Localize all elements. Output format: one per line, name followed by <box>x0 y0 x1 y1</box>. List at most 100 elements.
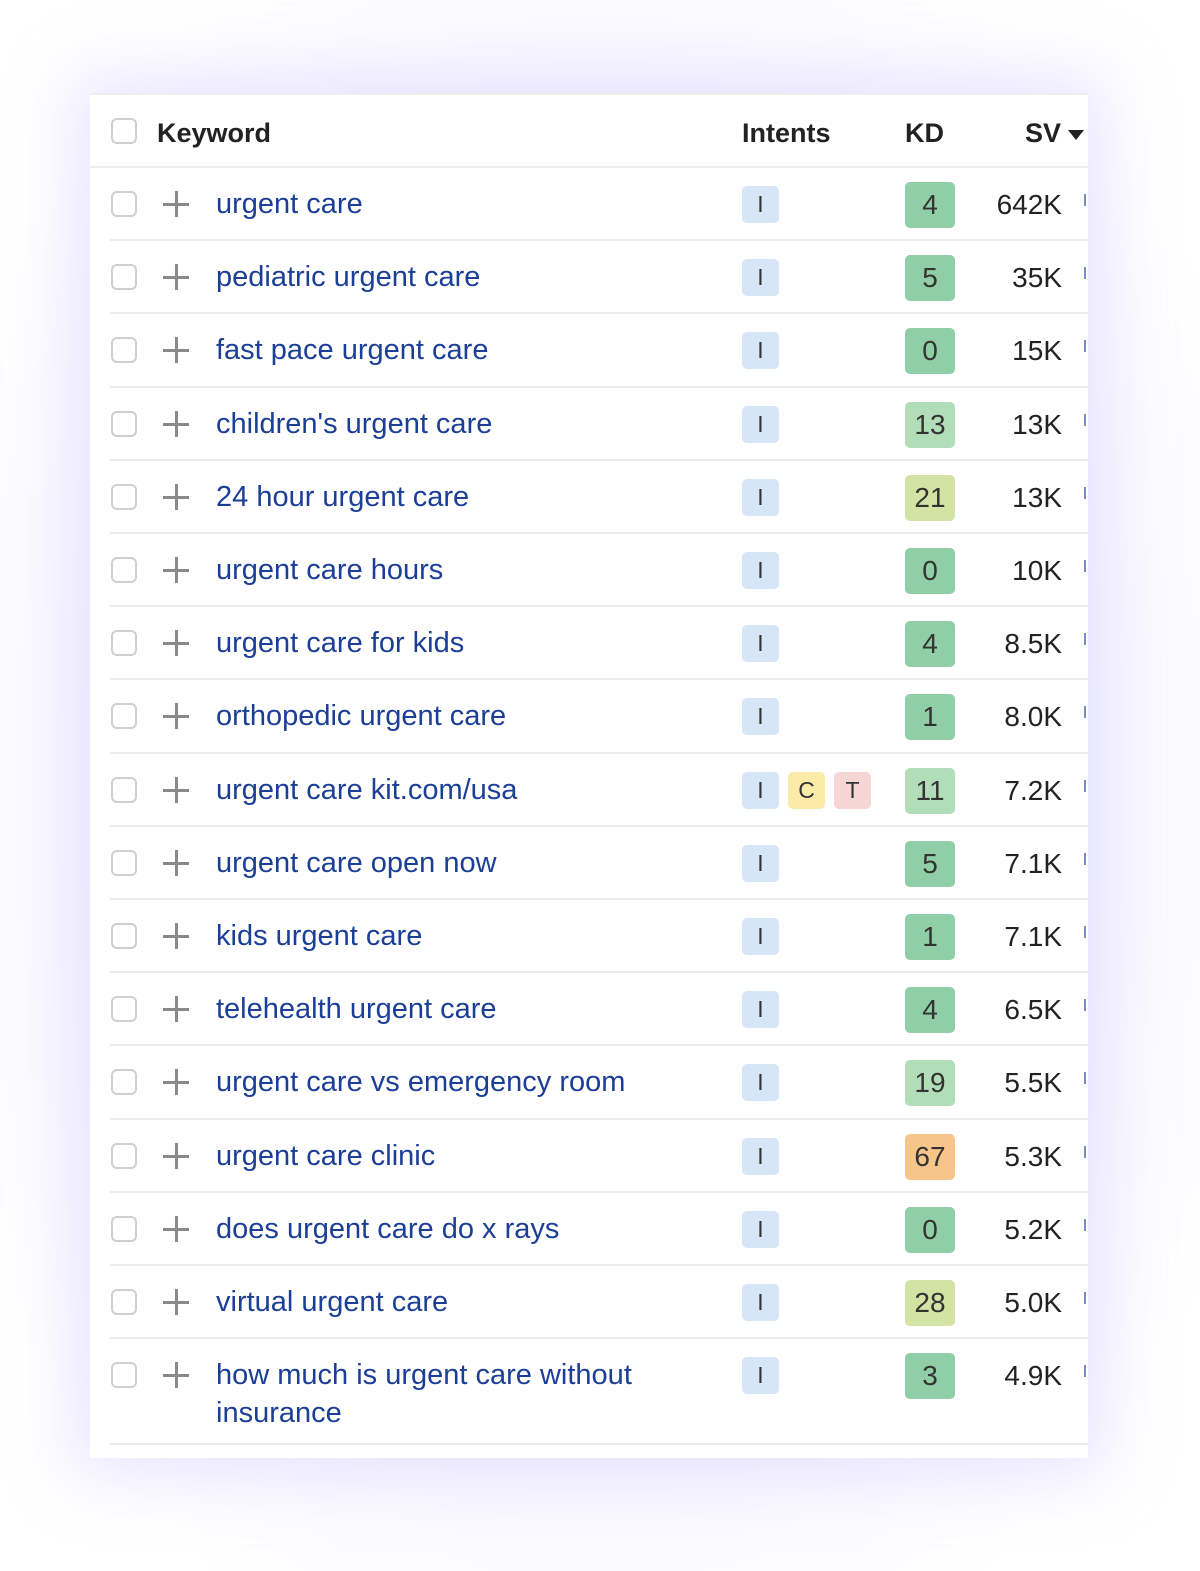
row-checkbox[interactable] <box>111 1289 137 1315</box>
select-all-checkbox[interactable] <box>111 118 137 144</box>
column-header-kd[interactable]: KD <box>905 118 944 148</box>
table-row[interactable]: urgent care for kids I 4 8.5K <box>90 607 1088 681</box>
column-header-intents[interactable]: Intents <box>742 118 831 148</box>
keyword-link[interactable]: urgent care <box>216 188 363 220</box>
keyword-link[interactable]: pediatric urgent care <box>216 261 481 294</box>
keyword-link[interactable]: 24 hour urgent care <box>216 480 470 513</box>
row-checkbox[interactable] <box>111 557 137 583</box>
add-keyword-plus-icon[interactable] <box>163 1142 189 1169</box>
row-divider <box>110 312 1088 315</box>
add-keyword-plus-icon[interactable] <box>163 849 189 876</box>
row-checkbox[interactable] <box>111 923 137 949</box>
add-keyword-plus-icon[interactable] <box>163 264 189 291</box>
keyword-link[interactable]: does urgent care do x rays <box>216 1212 560 1245</box>
add-keyword-plus-icon[interactable] <box>163 337 189 364</box>
table-row[interactable]: orthopedic urgent care I 1 8.0K <box>90 680 1088 754</box>
row-checkbox[interactable] <box>111 849 137 876</box>
row-checkbox[interactable] <box>111 776 137 803</box>
keyword-link[interactable]: urgent care kit.com/usa <box>216 773 518 806</box>
add-keyword-plus-icon[interactable] <box>163 1289 189 1315</box>
table-row[interactable]: kids urgent care I 1 7.1K <box>90 900 1088 974</box>
search-volume-value: 10K <box>1012 555 1062 586</box>
table-row[interactable]: urgent care vs emergency room I 19 5.5K <box>90 1046 1088 1120</box>
add-keyword-plus-icon[interactable] <box>163 191 189 217</box>
add-keyword-plus-icon[interactable] <box>163 776 189 803</box>
table-row[interactable]: how much is urgent care without insuranc… <box>90 1339 1088 1446</box>
table-row[interactable]: fast pace urgent care I 0 15K <box>90 314 1088 388</box>
table-row[interactable]: 24 hour urgent care I 21 13K <box>90 461 1088 534</box>
table-row[interactable]: urgent care open now I 5 7.1K <box>90 827 1088 900</box>
table-row[interactable]: urgent care hours I 0 10K <box>90 534 1088 608</box>
intent-badge-i[interactable]: I <box>742 1210 779 1248</box>
intent-badge-i[interactable]: I <box>742 186 779 223</box>
intent-badge-c[interactable]: C <box>788 771 825 809</box>
intent-badge-i[interactable]: I <box>742 478 779 516</box>
row-checkbox[interactable] <box>111 483 137 510</box>
intent-badge-i[interactable]: I <box>742 844 779 882</box>
next-column-edge <box>1084 560 1086 572</box>
add-keyword-plus-icon[interactable] <box>163 1215 189 1242</box>
intent-badges: I <box>742 405 779 443</box>
table-row[interactable]: urgent care kit.com/usa I C T 11 7.2K <box>90 754 1088 827</box>
keyword-link[interactable]: urgent care hours <box>216 554 444 586</box>
intent-badge-i[interactable]: I <box>742 771 779 809</box>
add-keyword-plus-icon[interactable] <box>163 630 189 657</box>
keyword-link[interactable]: virtual urgent care <box>216 1286 449 1318</box>
row-checkbox[interactable] <box>111 337 137 364</box>
intent-badge-i[interactable]: I <box>742 1137 779 1175</box>
intent-badge-i[interactable]: I <box>742 552 779 589</box>
row-checkbox[interactable] <box>111 264 137 291</box>
table-row[interactable]: urgent care I 4 642K <box>90 168 1088 242</box>
add-keyword-plus-icon[interactable] <box>163 557 189 583</box>
table-row[interactable]: virtual urgent care I 28 5.0K <box>90 1266 1088 1340</box>
add-keyword-plus-icon[interactable] <box>163 996 189 1023</box>
row-checkbox[interactable] <box>111 703 137 730</box>
row-checkbox[interactable] <box>111 996 137 1023</box>
keyword-link[interactable]: orthopedic urgent care <box>216 700 507 733</box>
intent-badges: I <box>742 1064 779 1102</box>
add-keyword-plus-icon[interactable] <box>163 410 189 437</box>
add-keyword-plus-icon[interactable] <box>163 923 189 949</box>
keyword-link[interactable]: urgent care open now <box>216 846 497 879</box>
sort-descending-icon[interactable] <box>1068 130 1084 140</box>
intent-badge-i[interactable]: I <box>742 1064 779 1102</box>
intent-badge-i[interactable]: I <box>742 625 779 663</box>
keyword-link[interactable]: children's urgent care <box>216 407 493 440</box>
row-divider <box>110 239 1088 242</box>
row-checkbox[interactable] <box>111 410 137 437</box>
row-checkbox[interactable] <box>111 191 137 217</box>
add-keyword-plus-icon[interactable] <box>163 703 189 730</box>
table-row[interactable]: urgent care clinic I 67 5.3K <box>90 1120 1088 1193</box>
intent-badge-i[interactable]: I <box>742 698 779 736</box>
intent-badge-i[interactable]: I <box>742 1357 779 1395</box>
intent-badge-i[interactable]: I <box>742 991 779 1029</box>
add-keyword-plus-icon[interactable] <box>163 1362 189 1389</box>
keyword-link[interactable]: kids urgent care <box>216 920 423 952</box>
keyword-link[interactable]: telehealth urgent care <box>216 993 497 1026</box>
row-checkbox[interactable] <box>111 1362 137 1389</box>
intent-badge-i[interactable]: I <box>742 1284 779 1321</box>
column-header-keyword[interactable]: Keyword <box>157 118 272 148</box>
keyword-link[interactable]: how much is urgent care without insuranc… <box>216 1359 632 1430</box>
kd-badge: 28 <box>905 1280 955 1326</box>
table-row[interactable]: does urgent care do x rays I 0 5.2K <box>90 1193 1088 1266</box>
column-header-sv[interactable]: SV <box>1025 118 1062 148</box>
table-row[interactable]: pediatric urgent care I 5 35K <box>90 241 1088 315</box>
intent-badge-i[interactable]: I <box>742 332 779 370</box>
row-checkbox[interactable] <box>111 630 137 657</box>
table-row[interactable]: children's urgent care I 13 13K <box>90 388 1088 461</box>
add-keyword-plus-icon[interactable] <box>163 483 189 510</box>
intent-badge-i[interactable]: I <box>742 405 779 443</box>
add-keyword-plus-icon[interactable] <box>163 1069 189 1096</box>
keyword-link[interactable]: urgent care for kids <box>216 627 465 660</box>
intent-badge-t[interactable]: T <box>834 771 871 809</box>
keyword-link[interactable]: urgent care clinic <box>216 1139 436 1172</box>
intent-badge-i[interactable]: I <box>742 259 779 297</box>
keyword-link[interactable]: fast pace urgent care <box>216 334 489 367</box>
row-checkbox[interactable] <box>111 1215 137 1242</box>
row-checkbox[interactable] <box>111 1142 137 1169</box>
intent-badge-i[interactable]: I <box>742 918 779 955</box>
row-checkbox[interactable] <box>111 1069 137 1096</box>
keyword-link[interactable]: urgent care vs emergency room <box>216 1066 626 1099</box>
table-row[interactable]: telehealth urgent care I 4 6.5K <box>90 973 1088 1047</box>
